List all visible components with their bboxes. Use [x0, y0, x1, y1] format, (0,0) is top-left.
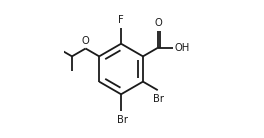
Text: O: O: [154, 18, 162, 28]
Text: OH: OH: [175, 43, 190, 53]
Text: Br: Br: [153, 94, 164, 104]
Text: O: O: [81, 36, 89, 46]
Text: F: F: [118, 15, 124, 25]
Text: Br: Br: [117, 115, 128, 125]
